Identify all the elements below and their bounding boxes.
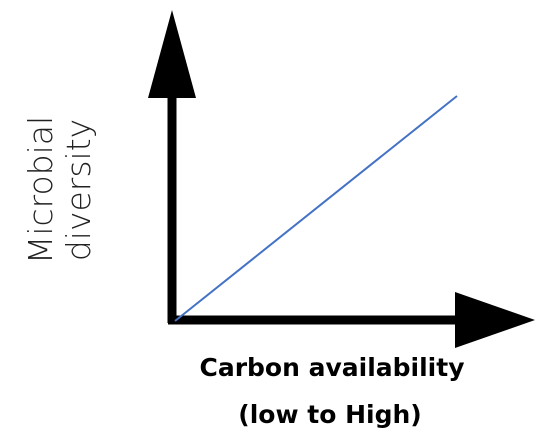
x-axis-arrowhead — [455, 292, 535, 348]
y-axis-label: diversity — [59, 119, 98, 261]
y-axis-arrowhead — [148, 10, 196, 98]
x-axis-label: Carbon availability — [199, 353, 464, 382]
y-axis-label: Microbial — [21, 116, 60, 264]
trend-line — [174, 95, 458, 322]
x-axis-label: (low to High) — [238, 400, 421, 429]
